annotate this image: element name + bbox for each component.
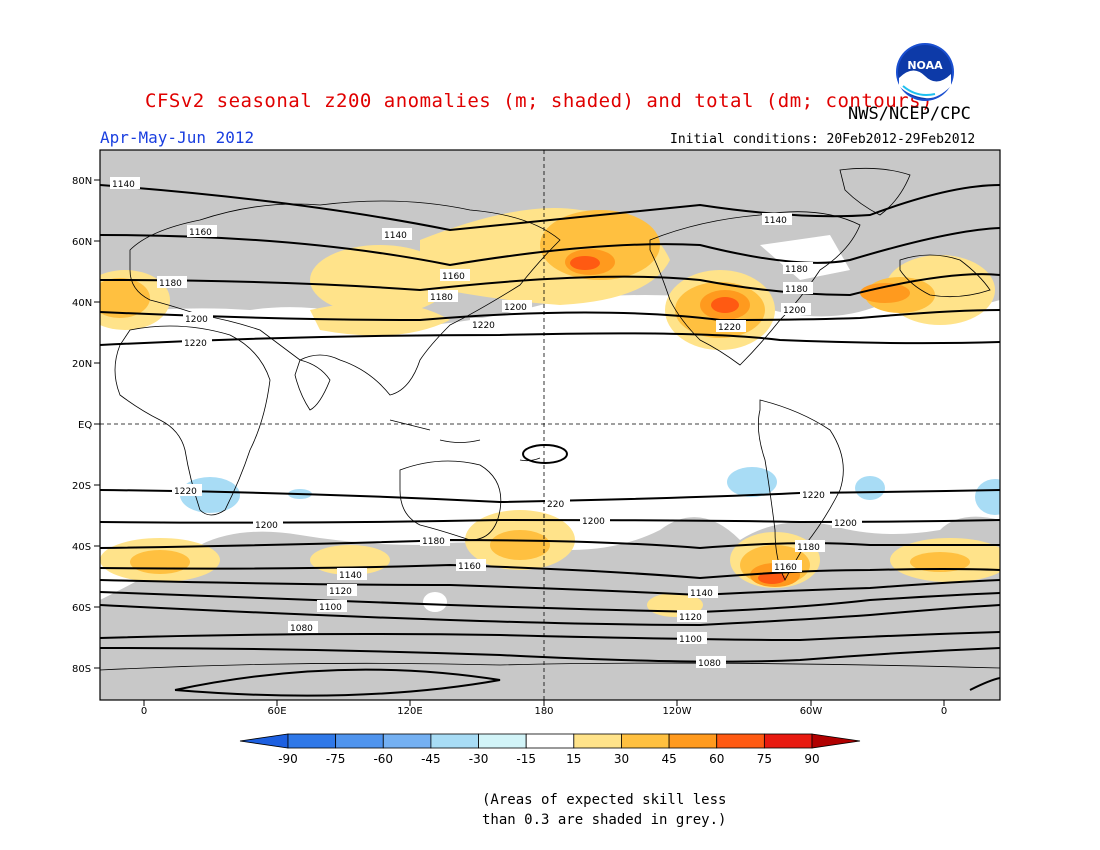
contour-label: 1160 (189, 228, 212, 238)
contour-label: 1140 (339, 571, 362, 581)
lat-tick-label: 80S (72, 664, 91, 675)
colorbar-swatch (668, 733, 718, 749)
colorbar-swatch (811, 733, 861, 749)
colorbar-label: -60 (373, 752, 393, 766)
lat-tick-label: 40S (72, 542, 91, 553)
colorbar-swatch (716, 733, 765, 749)
lon-tick-label: 180 (534, 706, 553, 717)
contour-label: 1200 (582, 517, 605, 527)
contour-label: 1180 (785, 285, 808, 295)
contour-label: 1100 (679, 635, 702, 645)
contour-label: 1220 (802, 491, 825, 501)
chart-title: CFSv2 seasonal z200 anomalies (m; shaded… (145, 90, 933, 112)
lon-tick-label: 60E (267, 706, 286, 717)
contour-label: 1180 (797, 543, 820, 553)
agency-label: NWS/NCEP/CPC (848, 104, 971, 124)
colorbar-swatch (239, 733, 289, 749)
colorbar-label: 15 (566, 752, 581, 766)
contour-label: 1140 (690, 589, 713, 599)
contour-label: 1180 (430, 293, 453, 303)
lon-tick-label: 0 (941, 706, 947, 717)
lat-axis: 80N 60N 40N 20N EQ 20S 40S 60S 80S (72, 176, 100, 675)
contour-label: 1140 (384, 231, 407, 241)
skill-note-line1: (Areas of expected skill less (482, 792, 727, 808)
lon-axis: 0 60E 120E 180 120W 60W 0 (141, 700, 947, 717)
noaa-logo-text: NOAA (907, 59, 943, 72)
contour-label: 1200 (504, 303, 527, 313)
season-label: Apr-May-Jun 2012 (100, 128, 255, 147)
colorbar-label: 45 (661, 752, 676, 766)
colorbar-label: 90 (804, 752, 819, 766)
contour-label: 1160 (458, 562, 481, 572)
contour-label: 1220 (472, 321, 495, 331)
colorbar-swatch (763, 733, 813, 749)
contour-label: 1180 (159, 279, 182, 289)
colorbar-label: 75 (757, 752, 772, 766)
contour-label: 1160 (774, 563, 797, 573)
lat-tick-label: 20S (72, 481, 91, 492)
contour-label: 1200 (185, 315, 208, 325)
contour-label: 1160 (442, 272, 465, 282)
contour-label: 1200 (834, 519, 857, 529)
skill-note-line2: than 0.3 are shaded in grey.) (482, 812, 727, 828)
lat-tick-label: 20N (72, 359, 92, 370)
lat-tick-label: 60N (72, 237, 92, 248)
contour-label: 220 (547, 500, 564, 510)
lon-tick-label: 0 (141, 706, 147, 717)
colorbar-swatch (573, 733, 622, 749)
contour-label: 1080 (698, 659, 721, 669)
colorbar-swatch (287, 733, 337, 749)
contour-label: 1220 (184, 339, 207, 349)
skill-gap (423, 592, 447, 612)
initial-conditions-label: Initial conditions: 20Feb2012-29Feb2012 (670, 132, 976, 147)
contour-labels: 1140 1160 1180 1200 1220 1220 1200 1180 … (110, 177, 862, 669)
contour-label: 1200 (783, 306, 806, 316)
colorbar-swatches (239, 733, 861, 749)
lat-tick-label: EQ (78, 420, 92, 431)
contour-label: 1220 (718, 323, 741, 333)
lat-tick-label: 40N (72, 298, 92, 309)
skill-gap (760, 235, 850, 280)
contour-label: 1080 (290, 624, 313, 634)
contour-label-box: 1140 (110, 177, 140, 190)
contour-label: 1120 (679, 613, 702, 623)
contour-label: 1140 (112, 180, 135, 190)
lon-tick-label: 60W (800, 706, 823, 717)
contour-label: 1100 (319, 603, 342, 613)
contour-label: 1220 (174, 487, 197, 497)
colorbar-label: -15 (516, 752, 536, 766)
colorbar-swatch (478, 733, 527, 749)
colorbar-swatch (382, 733, 432, 749)
contour-label: 1180 (785, 265, 808, 275)
lon-tick-label: 120W (663, 706, 692, 717)
anomaly-45-60 (565, 249, 910, 587)
lon-tick-label: 120E (397, 706, 422, 717)
colorbar-label: 30 (614, 752, 629, 766)
colorbar-label: -45 (421, 752, 441, 766)
lat-tick-label: 80N (72, 176, 92, 187)
colorbar-label: -90 (278, 752, 298, 766)
lat-tick-label: 60S (72, 603, 91, 614)
colorbar-label: -75 (326, 752, 346, 766)
contour-label: 1180 (422, 537, 445, 547)
colorbar-swatch (335, 733, 384, 749)
colorbar-swatch (430, 733, 479, 749)
contour-label: 1200 (255, 521, 278, 531)
map-plot-area: 1140 1160 1180 1200 1220 1220 1200 1180 … (100, 150, 1000, 700)
contour-label: 1120 (329, 587, 352, 597)
colorbar-swatch (621, 733, 670, 749)
map-frame (99, 149, 1001, 701)
colorbar-swatch (525, 733, 575, 749)
colorbar-label: -30 (469, 752, 489, 766)
colorbar-label: 60 (709, 752, 724, 766)
colorbar-labels: -90 -75 -60 -45 -30 -15 15 30 45 60 75 90 (278, 752, 819, 766)
anomaly-60-75 (570, 256, 786, 584)
noaa-logo-icon: NOAA (896, 43, 954, 101)
contour-label: 1140 (764, 216, 787, 226)
